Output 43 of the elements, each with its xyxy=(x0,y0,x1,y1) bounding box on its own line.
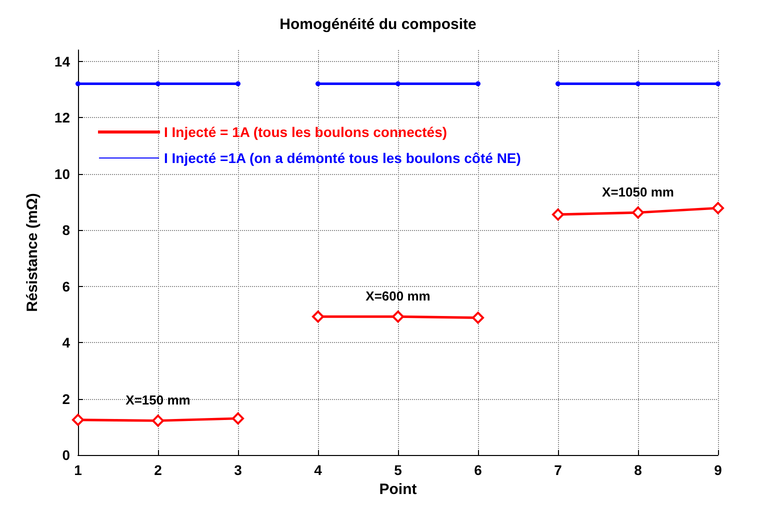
x-tick-label: 9 xyxy=(714,462,722,478)
legend-label: I Injecté = 1A (tous les boulons connectés) xyxy=(164,124,448,140)
y-tick-label: 10 xyxy=(54,166,70,182)
chart-title: Homogénéité du composite xyxy=(280,16,476,33)
x-tick-label: 8 xyxy=(634,462,642,478)
point xyxy=(316,81,320,86)
x-axis-title: Point xyxy=(379,480,417,498)
annotation: X=600 mm xyxy=(366,288,430,304)
point xyxy=(72,414,84,426)
x-tick-label: 4 xyxy=(314,462,322,478)
point xyxy=(232,412,244,424)
point xyxy=(312,310,324,323)
point xyxy=(472,312,484,324)
point xyxy=(552,208,564,221)
x-tick-label: 1 xyxy=(74,462,82,478)
point xyxy=(156,81,160,86)
point xyxy=(396,81,400,86)
legend-label: I Injecté =1A (on a démonté tous les boulons côté NE) xyxy=(164,150,521,166)
x-tick-label: 6 xyxy=(474,462,482,478)
x-tick-label: 5 xyxy=(394,462,402,478)
x-tick-label: 2 xyxy=(154,462,162,478)
point xyxy=(632,206,644,219)
x-tick-label: 7 xyxy=(554,462,562,478)
y-axis-title: Résistance (mΩ) xyxy=(24,193,41,312)
annotation: X=1050 mm xyxy=(602,184,674,200)
y-tick-label: 6 xyxy=(62,278,70,294)
y-tick-label: 0 xyxy=(62,447,70,463)
point xyxy=(716,81,720,86)
y-tick-label: 8 xyxy=(62,222,70,238)
point xyxy=(712,202,724,214)
point xyxy=(392,310,404,323)
y-tick-label: 14 xyxy=(54,53,70,70)
point xyxy=(636,81,640,86)
point xyxy=(152,414,164,427)
y-tick-label: 2 xyxy=(62,390,70,407)
point xyxy=(476,81,480,86)
point xyxy=(76,81,80,86)
point xyxy=(556,81,560,86)
y-tick-label: 4 xyxy=(62,334,70,350)
x-tick-label: 3 xyxy=(234,462,242,478)
y-tick-label: 12 xyxy=(54,110,70,126)
point xyxy=(236,81,240,86)
annotation: X=150 mm xyxy=(126,392,190,408)
